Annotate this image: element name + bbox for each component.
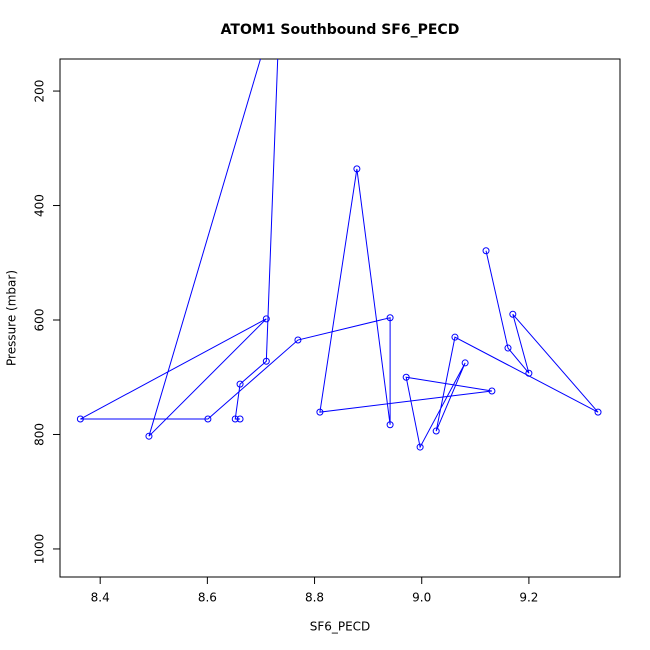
- data-point: [76, 415, 84, 423]
- data-point: [236, 380, 244, 388]
- data-point: [416, 443, 424, 451]
- data-point: [482, 247, 490, 255]
- data-point: [402, 373, 410, 381]
- data-point: [509, 310, 517, 318]
- data-point: [432, 427, 440, 435]
- data-line: [80, 59, 599, 449]
- data-point: [451, 333, 459, 341]
- data-point: [386, 314, 394, 322]
- y-tick-label: 400: [33, 194, 47, 217]
- data-point: [316, 408, 324, 416]
- x-tick-label: 8.8: [305, 591, 324, 605]
- plot-area: [76, 59, 602, 451]
- data-point: [145, 432, 153, 440]
- chart-title: ATOM1 Southbound SF6_PECD: [221, 22, 460, 38]
- data-point: [204, 415, 212, 423]
- data-point: [353, 165, 361, 173]
- y-tick-label: 800: [33, 423, 47, 446]
- data-point: [386, 421, 394, 429]
- y-axis-label: Pressure (mbar): [5, 270, 19, 366]
- data-point: [488, 387, 496, 395]
- x-tick-label: 8.6: [198, 591, 217, 605]
- x-tick-label: 9.2: [519, 591, 538, 605]
- data-point: [504, 344, 512, 352]
- y-tick-label: 600: [33, 309, 47, 332]
- data-point: [594, 408, 602, 416]
- y-tick-label: 200: [33, 80, 47, 103]
- data-point: [231, 415, 239, 423]
- x-tick-label: 8.4: [91, 591, 110, 605]
- data-point: [525, 369, 533, 377]
- data-point: [236, 415, 244, 423]
- data-point: [262, 357, 270, 365]
- y-tick-label: 1000: [33, 534, 47, 565]
- x-axis-label: SF6_PECD: [310, 620, 371, 634]
- x-tick-label: 9.0: [412, 591, 431, 605]
- data-point: [294, 336, 302, 344]
- data-point: [262, 315, 270, 323]
- data-point: [461, 359, 469, 367]
- plot-frame: [59, 58, 621, 578]
